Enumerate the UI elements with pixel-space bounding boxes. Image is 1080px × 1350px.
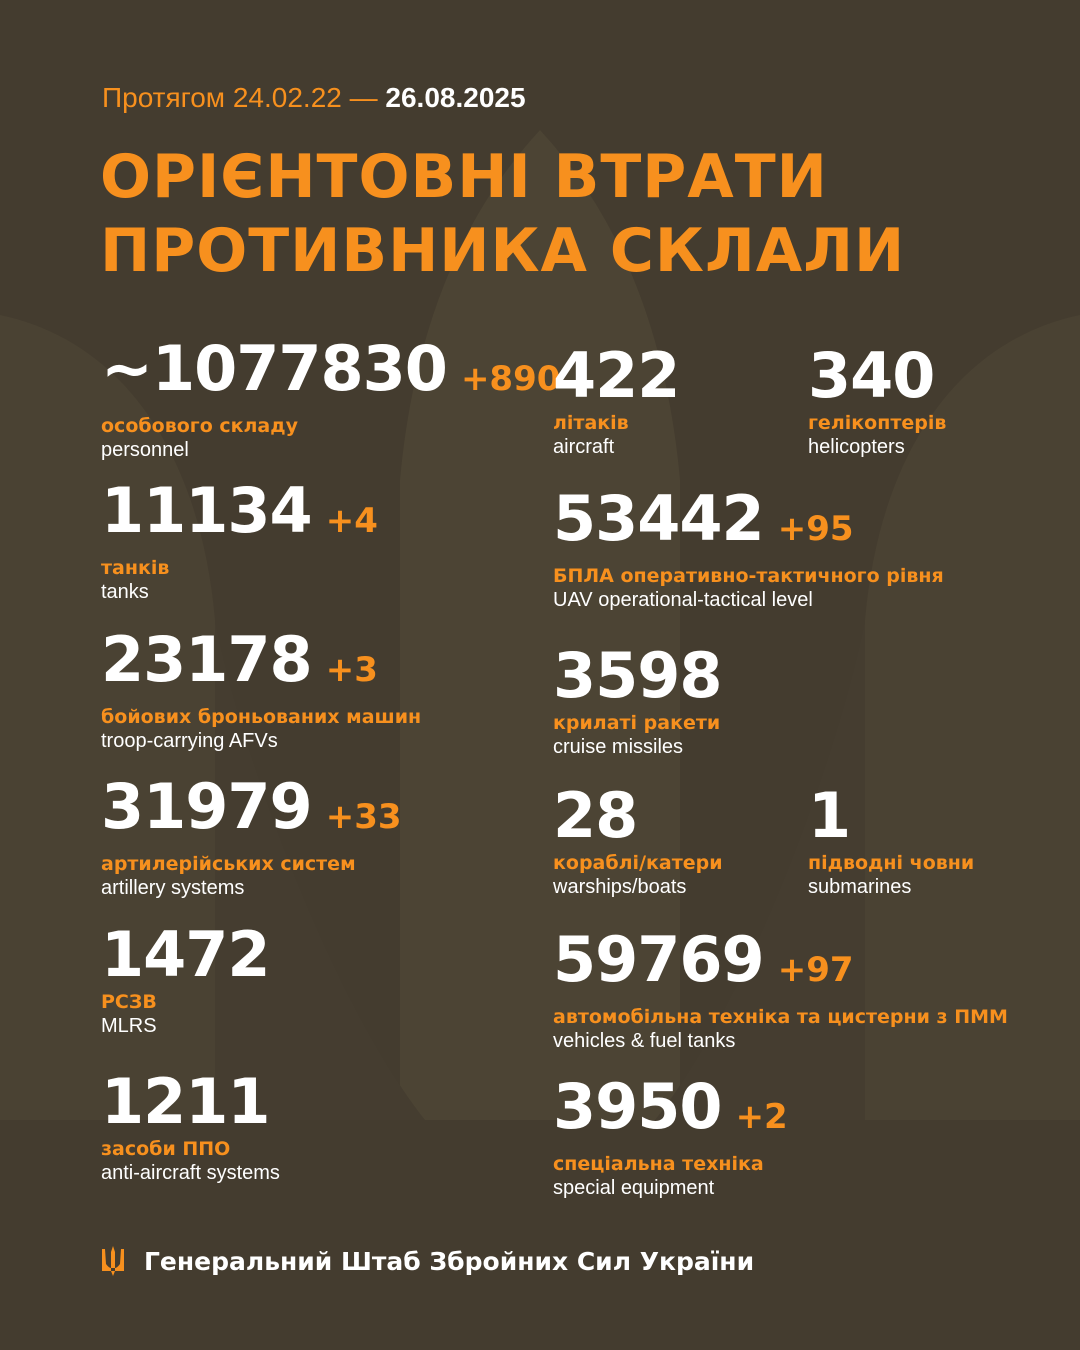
stat-label-ua: спеціальна техніка	[553, 1153, 764, 1175]
period-prefix: Протягом 24.02.22 —	[102, 82, 378, 113]
title-line-2: ПРОТИВНИКА СКЛАЛИ	[100, 216, 906, 286]
period-subtitle: Протягом 24.02.22 — 26.08.2025	[102, 82, 526, 114]
stat-label-en: tanks	[101, 581, 149, 603]
stat-label-ua: РСЗВ	[101, 991, 157, 1013]
stat-number: 59769	[553, 923, 765, 996]
stat-delta: +4	[325, 501, 378, 541]
stat-label-ua: літаків	[553, 412, 629, 434]
stat-delta: +95	[777, 509, 854, 549]
stat-helicopters: 340 гелікоптерів helicopters	[808, 345, 946, 460]
stat-value: 1472	[101, 924, 271, 986]
stat-number: 3950	[553, 1070, 723, 1143]
stat-number: 53442	[553, 482, 765, 555]
stat-label-ua: бойових броньованих машин	[101, 706, 422, 728]
stat-number: 422	[553, 339, 680, 412]
stat-number: 1472	[101, 918, 271, 991]
stat-number: 1	[808, 779, 851, 852]
stat-value: 1211	[101, 1071, 280, 1133]
stat-value: 340	[808, 345, 946, 407]
stat-label-ua: підводні човни	[808, 852, 975, 874]
period-end: 26.08.2025	[385, 82, 526, 113]
stat-value: 28	[553, 785, 723, 847]
stat-number: 31979	[101, 770, 313, 843]
page-title: ОРІЄНТОВНІ ВТРАТИ ПРОТИВНИКА СКЛАЛИ	[100, 140, 905, 288]
stat-personnel: ~1077830 +890 особового складу personnel	[101, 338, 560, 463]
stat-label-en: troop-carrying AFVs	[101, 730, 278, 752]
stat-anti-aircraft-systems: 1211 засоби ППО anti-aircraft systems	[101, 1071, 280, 1186]
stat-cruise-missiles: 3598 крилаті ракети cruise missiles	[553, 645, 723, 760]
stat-label-en: submarines	[808, 876, 912, 898]
stat-label-en: vehicles & fuel tanks	[553, 1030, 736, 1052]
stat-label-ua: автомобільна техніка та цистерни з ПММ	[553, 1006, 1008, 1028]
stat-delta: +890	[460, 359, 561, 399]
stat-label-en: MLRS	[101, 1015, 157, 1037]
stat-label-en: anti-aircraft systems	[101, 1162, 280, 1184]
stat-number: 28	[553, 779, 638, 852]
stat-value: ~1077830 +890	[101, 338, 560, 410]
stat-label-en: special equipment	[553, 1177, 715, 1199]
stat-label-ua: артилерійських систем	[101, 853, 356, 875]
stat-aircraft: 422 літаків aircraft	[553, 345, 680, 460]
stat-troop-carrying-afvs: 23178 +3 бойових броньованих машин troop-ca…	[101, 629, 421, 754]
stat-mlrs: 1472 РСЗВ MLRS	[101, 924, 271, 1039]
org-name: Генеральний Штаб Збройних Сил України	[144, 1246, 755, 1276]
stat-number: ~1077830	[101, 332, 448, 405]
stat-label-ua: кораблі/катери	[553, 852, 723, 874]
stat-number: 3598	[553, 639, 723, 712]
stat-number: 340	[808, 339, 935, 412]
stat-label-en: warships/boats	[553, 876, 687, 898]
stat-label-en: artillery systems	[101, 877, 245, 899]
stat-label-ua: особового складу	[101, 415, 298, 437]
stat-value: 31979 +33	[101, 776, 402, 848]
stat-delta: +2	[735, 1097, 788, 1137]
stat-artillery-systems: 31979 +33 артилерійських систем artillery s…	[101, 776, 402, 901]
stat-value: 422	[553, 345, 680, 407]
stat-delta: +3	[325, 650, 378, 690]
stat-value: 3598	[553, 645, 723, 707]
stat-number: 23178	[101, 623, 313, 696]
stat-number: 1211	[101, 1065, 271, 1138]
stat-delta: +33	[325, 797, 402, 837]
stat-special-equipment: 3950 +2 спеціальна техніка special equipmen…	[553, 1076, 788, 1201]
trident-icon	[102, 1246, 124, 1276]
stat-tanks: 11134 +4 танків tanks	[101, 480, 378, 605]
stat-label-en: UAV operational-tactical level	[553, 589, 813, 611]
stat-label-en: aircraft	[553, 436, 615, 458]
stat-value: 53442 +95	[553, 488, 944, 560]
stat-value: 11134 +4	[101, 480, 378, 552]
stat-label-en: personnel	[101, 439, 189, 461]
footer: Генеральний Штаб Збройних Сил України	[100, 1246, 754, 1276]
stat-label-ua: засоби ППО	[101, 1138, 231, 1160]
stat-value: 1	[808, 785, 974, 847]
stat-label-ua: гелікоптерів	[808, 412, 947, 434]
stat-label-ua: БПЛА оперативно-тактичного рівня	[553, 565, 944, 587]
stat-delta: +97	[777, 950, 854, 990]
stat-uav-operational-tactical-level: 53442 +95 БПЛА оперативно-тактичного рівня…	[553, 488, 944, 613]
stat-label-en: helicopters	[808, 436, 905, 458]
stat-number: 11134	[101, 474, 313, 547]
stat-label-en: cruise missiles	[553, 736, 684, 758]
stat-label-ua: крилаті ракети	[553, 712, 721, 734]
stat-vehicles-fuel-tanks: 59769 +97 автомобільна техніка та цистерни…	[553, 929, 1008, 1054]
stat-value: 59769 +97	[553, 929, 1008, 1001]
stat-label-ua: танків	[101, 557, 170, 579]
stat-value: 23178 +3	[101, 629, 421, 701]
title-line-1: ОРІЄНТОВНІ ВТРАТИ	[100, 142, 828, 212]
stat-submarines: 1 підводні човни submarines	[808, 785, 974, 900]
stat-warships-boats: 28 кораблі/катери warships/boats	[553, 785, 723, 900]
stat-value: 3950 +2	[553, 1076, 788, 1148]
